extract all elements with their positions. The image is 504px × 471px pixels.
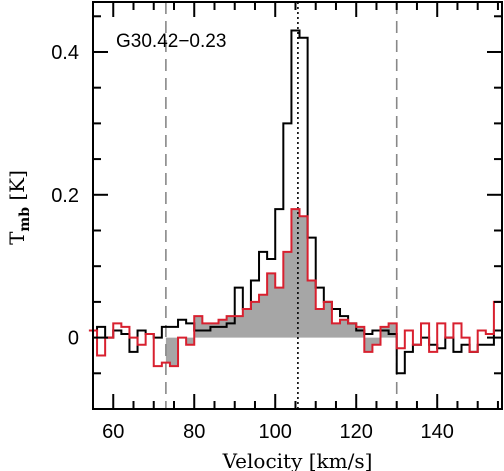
y-tick-label: 0.4: [51, 42, 79, 64]
axis-ticks: [92, 2, 502, 410]
y-tick-label: 0.2: [51, 185, 79, 207]
y-axis-label: Tmb [K]: [5, 170, 33, 245]
y-axis-label-main: T: [5, 231, 29, 245]
y-axis-label-unit: [K]: [5, 170, 29, 207]
x-tick-label: 60: [102, 421, 124, 443]
spectrum-series: [88, 29, 502, 375]
y-axis-label-sub: mb: [17, 207, 33, 232]
x-tick-label: 80: [183, 421, 205, 443]
y-tick-label: 0: [68, 328, 79, 350]
x-axis-label: Velocity [km/s]: [222, 449, 373, 471]
red-series-line: [88, 208, 502, 368]
tick-labels: 60 80 100 120 140 0 0.2 0.4: [51, 42, 454, 443]
x-tick-label: 120: [340, 421, 373, 443]
source-annotation: G30.42−0.23: [116, 31, 226, 52]
x-tick-label: 140: [421, 421, 454, 443]
plot-frame: [92, 1, 503, 410]
x-tick-label: 100: [259, 421, 292, 443]
velocity-markers: [165, 2, 398, 409]
